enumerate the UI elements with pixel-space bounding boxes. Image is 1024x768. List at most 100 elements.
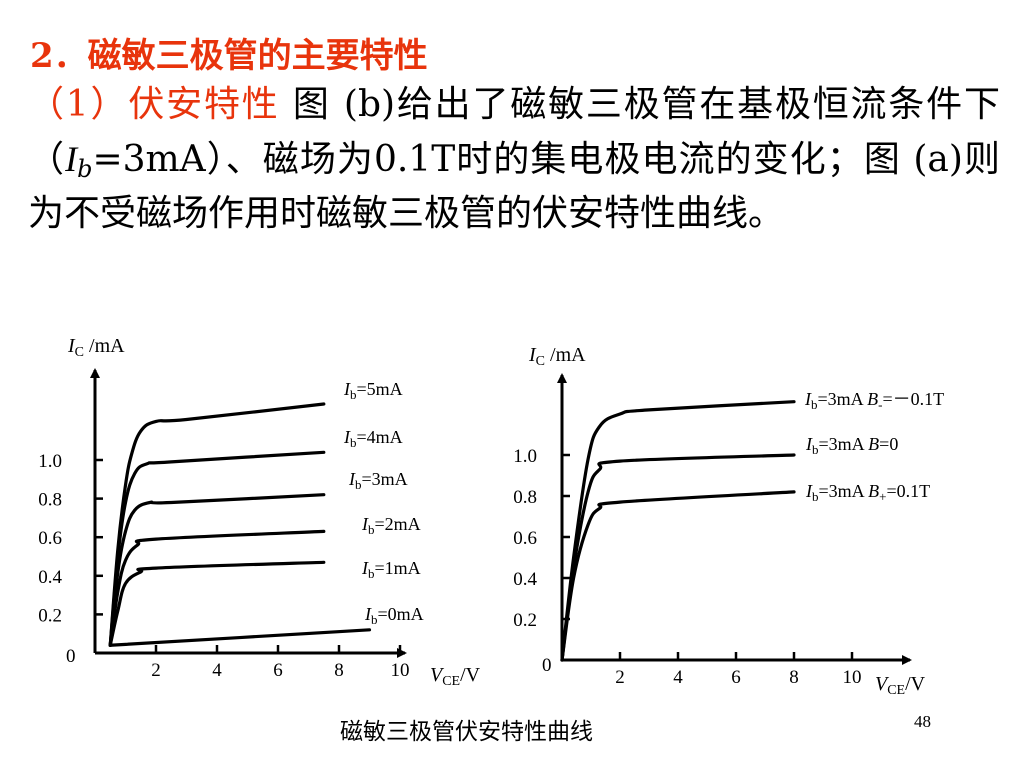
chart1-series-label-3: Ib=2mA <box>361 514 421 537</box>
chart2-y-tick-label-0: 0.2 <box>513 610 537 631</box>
chart1-series-label-4: Ib=1mA <box>361 558 421 581</box>
chart2-x-axis-label-var: V <box>875 673 890 695</box>
chart2-series-line-0 <box>560 400 796 662</box>
chart2-x-tick-label-1: 4 <box>673 667 683 688</box>
chart1-series-line-2 <box>108 493 326 647</box>
chart2-y-tick-label-2: 0.6 <box>513 528 537 549</box>
chart1-x-axis-label-var: V <box>430 664 445 686</box>
chart1-y-axis-label-var: I <box>67 335 76 357</box>
chart1-series-label-3-var: I <box>361 514 369 534</box>
chart1-y-axis-label: IC /mA <box>67 335 125 360</box>
chart2-series-label-1-sub: b <box>812 442 819 457</box>
chart2-x-axis-label-unit: /V <box>905 673 926 695</box>
chart2-series-label-0-rest: =3mA <box>818 389 868 409</box>
chart2-series-label-2-sub2: + <box>879 489 886 504</box>
chart1-series-label-4-var: I <box>361 558 369 578</box>
chart1-series-label-2-var: I <box>348 469 356 489</box>
slide-heading: 2．磁敏三极管的主要特性 <box>30 36 428 76</box>
chart1-x-axis-label-unit: /V <box>460 664 481 686</box>
para-ib-var: I <box>65 139 78 179</box>
chart1-x-tick-label-2: 6 <box>273 660 283 681</box>
chart2-y-tick-label-4: 1.0 <box>513 446 537 467</box>
chart2-x-tick-label-3: 8 <box>789 667 799 688</box>
chart1-series-label-4-rest: =1mA <box>375 558 421 578</box>
chart1-series-line-5 <box>108 628 372 647</box>
chart2-series-label-0-sub2: - <box>878 397 882 412</box>
chart2-series-label-2-var2: B <box>868 481 879 501</box>
chart2-series-label-2: Ib=3mA B+=0.1T <box>805 481 930 504</box>
chart1-x-tick-label-1: 4 <box>212 660 222 681</box>
chart1-y-tick-label-1: 0.4 <box>38 567 62 588</box>
chart2-series-label-0-var: I <box>804 389 812 409</box>
chart1-x-axis-label-sub: CE <box>442 674 460 689</box>
chart2-series-label-1-var: I <box>805 434 813 454</box>
chart1-series-label-2-rest: =3mA <box>362 469 408 489</box>
chart2-y-tick-label-3: 0.8 <box>513 487 537 508</box>
chart1-series-label-2-sub: b <box>355 477 362 492</box>
chart1-series-label-1-rest: =4mA <box>357 427 403 447</box>
chart2-x-axis-label: VCE/V <box>875 673 926 698</box>
chart1-series-label-2: Ib=3mA <box>348 469 408 492</box>
chart2-series-label-2-sub: b <box>812 489 819 504</box>
chart2-y-axis-label-sub: C <box>536 354 545 369</box>
chart2-y-axis-label: IC /mA <box>528 344 586 369</box>
chart2-series-label-1-rest: =3mA <box>819 434 869 454</box>
chart2-series-label-2-rest: =3mA <box>819 481 869 501</box>
chart1-x-tick-label-3: 8 <box>334 660 344 681</box>
chart1-series-label-0-var: I <box>343 379 351 399</box>
chart2-series-label-1: Ib=3mA B=0 <box>805 434 898 457</box>
chart1-series-label-0: Ib=5mA <box>343 379 403 402</box>
para-ib-sub: b <box>77 155 93 183</box>
chart1-series-label-4-sub: b <box>368 566 375 581</box>
chart1-series-label-0-sub: b <box>350 387 357 402</box>
chart1-y-axis-label-unit: /mA <box>84 335 125 357</box>
chart2-series-label-0-var2: B <box>867 389 878 409</box>
para-text-2: =3mA）、磁场为0.1T时的集电极电流的变化；图 (a)则为不受磁场作用时磁敏… <box>28 139 1000 234</box>
chart2-x-axis-label-sub: CE <box>887 683 905 698</box>
chart1-y-axis-label-sub: C <box>75 345 84 360</box>
chart1-x-tick-label-0: 2 <box>151 660 161 681</box>
para-highlight: （1）伏安特性 <box>28 84 280 125</box>
chart2-origin-label: 0 <box>542 655 552 676</box>
chart1-series-label-3-sub: b <box>368 522 375 537</box>
chart2-series-label-1-var2: B <box>868 434 879 454</box>
chart2-series-line-1 <box>560 453 796 662</box>
figure-caption: 磁敏三极管伏安特性曲线 <box>340 719 593 745</box>
chart1-series-line-1 <box>108 450 326 647</box>
para-text-1: 图 (b)给出了磁敏三极管在基极恒流条件下（ <box>28 84 1000 180</box>
chart1-y-tick-label-0: 0.2 <box>38 605 62 626</box>
chart1-series-label-1-var: I <box>343 427 351 447</box>
chart1-origin-label: 0 <box>66 646 76 667</box>
chart1-y-tick-label-2: 0.6 <box>38 528 62 549</box>
chart1-series-label-5-rest: =0mA <box>378 604 424 624</box>
slide-paragraph: （1）伏安特性 图 (b)给出了磁敏三极管在基极恒流条件下（Ib=3mA）、磁场… <box>28 78 1000 241</box>
chart1-series-line-3 <box>108 529 326 647</box>
chart2-x-tick-label-4: 10 <box>843 667 862 688</box>
chart1-series-label-0-rest: =5mA <box>357 379 403 399</box>
chart1-y-tick-label-4: 1.0 <box>38 451 62 472</box>
chart2-series-label-1-rest2: =0 <box>879 434 898 454</box>
chart2-series-label-2-var: I <box>805 481 813 501</box>
chart1-x-tick-label-4: 10 <box>391 660 410 681</box>
chart2-x-tick-label-0: 2 <box>615 667 625 688</box>
chart1-series-label-1: Ib=4mA <box>343 427 403 450</box>
chart2-series-label-2-rest2: =0.1T <box>887 481 931 501</box>
chart2-y-axis-label-unit: /mA <box>545 344 586 366</box>
chart2-series-label-0: Ib=3mA B-=－0.1T <box>804 389 944 412</box>
chart1-series-label-3-rest: =2mA <box>375 514 421 534</box>
chart2-y-axis-label-var: I <box>528 344 537 366</box>
chart2-y-tick-label-1: 0.4 <box>513 569 537 590</box>
chart1-series-label-5: Ib=0mA <box>364 604 424 627</box>
chart2-series-label-0-sub: b <box>811 397 818 412</box>
chart1-series-line-4 <box>108 560 326 647</box>
chart1-x-axis-label: VCE/V <box>430 664 481 689</box>
page-number: 48 <box>914 712 931 731</box>
chart2-series-label-0-rest2: =－0.1T <box>883 389 945 409</box>
chart1-series-label-1-sub: b <box>350 435 357 450</box>
chart1-series-label-5-sub: b <box>371 612 378 627</box>
chart2-series-line-2 <box>560 490 796 662</box>
chart1-y-tick-label-3: 0.8 <box>38 490 62 511</box>
chart2-x-tick-label-2: 6 <box>731 667 741 688</box>
chart1-series-label-5-var: I <box>364 604 372 624</box>
